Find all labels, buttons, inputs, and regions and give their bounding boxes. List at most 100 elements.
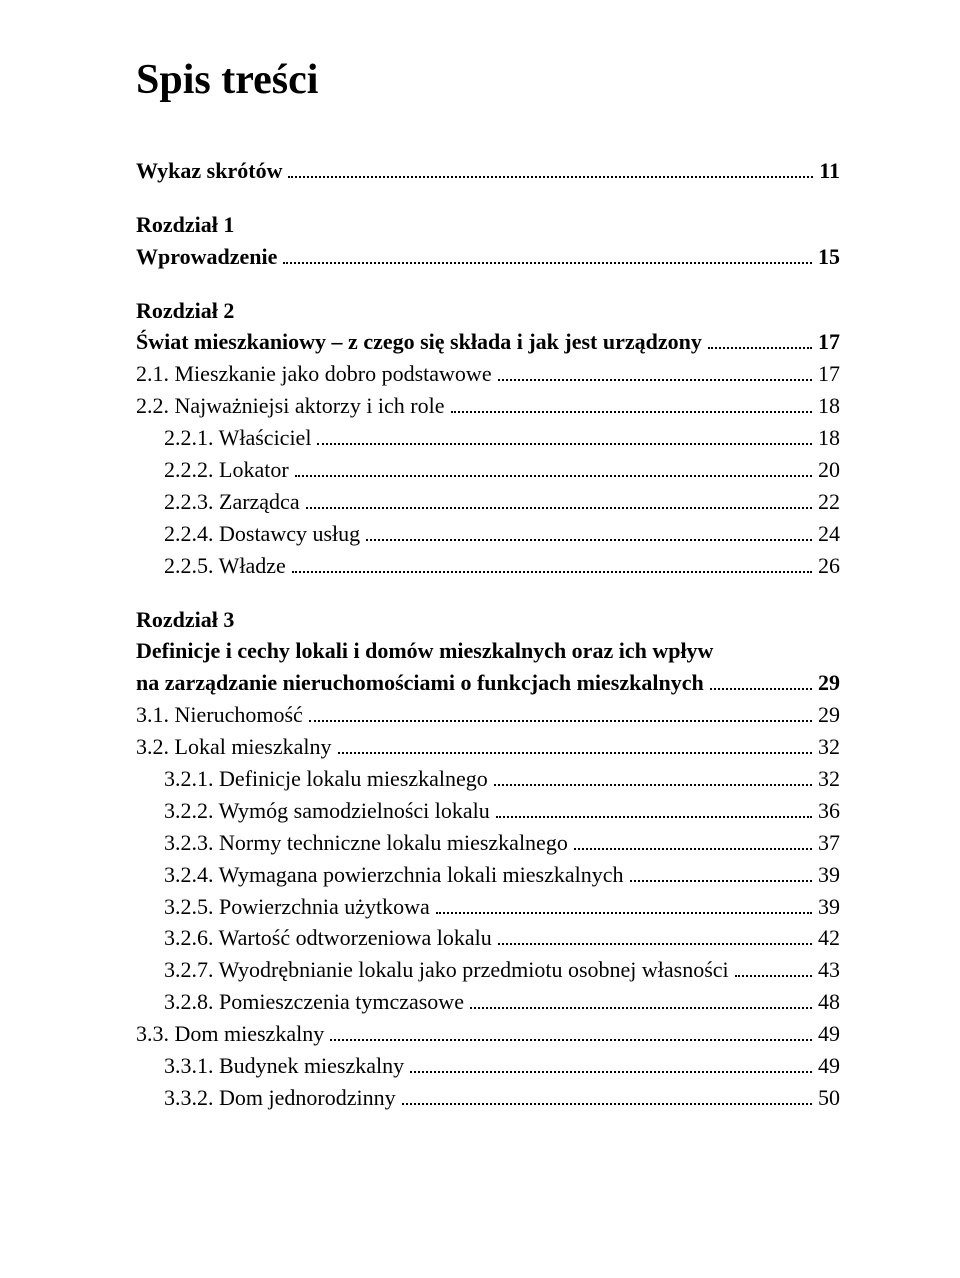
toc-entry: Wykaz skrótów 11	[136, 155, 840, 187]
toc-leader-dots	[288, 161, 813, 178]
toc-leader-dots	[295, 460, 812, 477]
toc-page-number: 17	[818, 326, 840, 358]
toc-page-number: 11	[819, 155, 840, 187]
toc-spacer	[136, 273, 840, 295]
toc-entry: 3.2.1. Definicje lokalu mieszkalnego 32	[164, 763, 840, 795]
toc-entry: Rozdział 3	[136, 604, 840, 636]
toc-entry: 2.2.1. Właściciel18	[164, 422, 840, 454]
toc-entry: 3.2.8. Pomieszczenia tymczasowe 48	[164, 986, 840, 1018]
toc-page-number: 18	[818, 390, 840, 422]
toc-leader-dots	[366, 523, 812, 540]
toc-label: 2.2.2. Lokator	[164, 454, 289, 486]
toc-label: Wykaz skrótów	[136, 155, 282, 187]
toc-page-number: 48	[818, 986, 840, 1018]
toc-leader-dots	[710, 673, 812, 690]
toc-label: Świat mieszkaniowy – z czego się składa …	[136, 326, 702, 358]
toc-page-number: 18	[818, 422, 840, 454]
toc-leader-dots	[306, 492, 812, 509]
toc-page-number: 32	[818, 731, 840, 763]
toc-page-number: 17	[818, 358, 840, 390]
document-page: Spis treści Wykaz skrótów 11 Rozdział 1Wpr…	[0, 0, 960, 1278]
toc-leader-dots	[436, 896, 812, 913]
toc-entry: Wprowadzenie 15	[136, 241, 840, 273]
toc-page-number: 20	[818, 454, 840, 486]
toc-entry: Definicje i cechy lokali i domów mieszka…	[136, 635, 840, 667]
toc-page-number: 39	[818, 891, 840, 923]
toc-label: 3.2.5. Powierzchnia użytkowa	[164, 891, 430, 923]
toc-label: na zarządzanie nieruchomościami o funkcj…	[136, 667, 704, 699]
toc-label: 3.2.1. Definicje lokalu mieszkalnego	[164, 763, 488, 795]
toc-page-number: 22	[818, 486, 840, 518]
toc-page-number: 49	[818, 1050, 840, 1082]
toc-entry: 2.2. Najważniejsi aktorzy i ich role 18	[136, 390, 840, 422]
toc-entry: 3.2. Lokal mieszkalny32	[136, 731, 840, 763]
toc-leader-dots	[498, 364, 812, 381]
toc-label: 3.3.2. Dom jednorodzinny	[164, 1082, 396, 1114]
toc-entry: 3.2.3. Normy techniczne lokalu mieszkaln…	[164, 827, 840, 859]
toc-entry: 3.2.2. Wymóg samodzielności lokalu36	[164, 795, 840, 827]
toc-leader-dots	[410, 1056, 812, 1073]
table-of-contents: Wykaz skrótów 11 Rozdział 1Wprowadzenie 15 R…	[136, 155, 840, 1114]
toc-label: 3.2.7. Wyodrębnianie lokalu jako przedmi…	[164, 954, 729, 986]
toc-label: 2.2. Najważniejsi aktorzy i ich role	[136, 390, 445, 422]
toc-leader-dots	[470, 992, 812, 1009]
toc-label: Wprowadzenie	[136, 241, 277, 273]
toc-page-number: 36	[818, 795, 840, 827]
toc-label: 3.2.8. Pomieszczenia tymczasowe	[164, 986, 464, 1018]
toc-label: 3.3. Dom mieszkalny	[136, 1018, 324, 1050]
toc-spacer	[136, 187, 840, 209]
toc-entry: 2.2.2. Lokator 20	[164, 454, 840, 486]
toc-entry: Rozdział 1	[136, 209, 840, 241]
toc-label: Definicje i cechy lokali i domów mieszka…	[136, 635, 713, 667]
toc-entry: 3.2.7. Wyodrębnianie lokalu jako przedmi…	[164, 954, 840, 986]
toc-entry: 2.2.3. Zarządca 22	[164, 486, 840, 518]
toc-page-number: 39	[818, 859, 840, 891]
toc-leader-dots	[574, 832, 812, 849]
toc-page-number: 42	[818, 922, 840, 954]
toc-leader-dots	[735, 960, 812, 977]
toc-entry: 3.3.1. Budynek mieszkalny 49	[164, 1050, 840, 1082]
toc-leader-dots	[309, 705, 812, 722]
toc-leader-dots	[330, 1024, 812, 1041]
toc-entry: 3.1. Nieruchomość29	[136, 699, 840, 731]
toc-page-number: 32	[818, 763, 840, 795]
toc-entry: Rozdział 2	[136, 295, 840, 327]
toc-label: 3.2.6. Wartość odtworzeniowa lokalu	[164, 922, 492, 954]
toc-label: 3.1. Nieruchomość	[136, 699, 303, 731]
toc-leader-dots	[494, 769, 812, 786]
toc-page-number: 26	[818, 550, 840, 582]
toc-page-number: 50	[818, 1082, 840, 1114]
toc-entry: 3.3. Dom mieszkalny49	[136, 1018, 840, 1050]
toc-entry: 3.2.4. Wymagana powierzchnia lokali mies…	[164, 859, 840, 891]
toc-label: Rozdział 3	[136, 604, 234, 636]
toc-entry: 2.2.5. Władze26	[164, 550, 840, 582]
toc-leader-dots	[338, 737, 812, 754]
toc-page-number: 15	[818, 241, 840, 273]
toc-label: 3.2.4. Wymagana powierzchnia lokali mies…	[164, 859, 624, 891]
toc-label: 2.2.4. Dostawcy usług	[164, 518, 360, 550]
toc-leader-dots	[317, 428, 812, 445]
toc-page-number: 43	[818, 954, 840, 986]
toc-label: 2.2.3. Zarządca	[164, 486, 300, 518]
toc-entry: Świat mieszkaniowy – z czego się składa …	[136, 326, 840, 358]
toc-entry: na zarządzanie nieruchomościami o funkcj…	[136, 667, 840, 699]
toc-leader-dots	[451, 396, 812, 413]
toc-page-number: 37	[818, 827, 840, 859]
toc-label: 3.3.1. Budynek mieszkalny	[164, 1050, 404, 1082]
toc-label: 3.2.3. Normy techniczne lokalu mieszkaln…	[164, 827, 568, 859]
toc-label: 2.1. Mieszkanie jako dobro podstawowe	[136, 358, 492, 390]
toc-leader-dots	[498, 928, 812, 945]
page-title: Spis treści	[136, 50, 840, 111]
toc-leader-dots	[283, 246, 812, 263]
toc-leader-dots	[496, 801, 812, 818]
toc-leader-dots	[630, 864, 812, 881]
toc-spacer	[136, 582, 840, 604]
toc-entry: 2.1. Mieszkanie jako dobro podstawowe 17	[136, 358, 840, 390]
toc-leader-dots	[292, 555, 812, 572]
toc-leader-dots	[708, 332, 812, 349]
toc-entry: 3.3.2. Dom jednorodzinny 50	[164, 1082, 840, 1114]
toc-entry: 2.2.4. Dostawcy usług24	[164, 518, 840, 550]
toc-entry: 3.2.5. Powierzchnia użytkowa 39	[164, 891, 840, 923]
toc-leader-dots	[402, 1088, 812, 1105]
toc-entry: 3.2.6. Wartość odtworzeniowa lokalu 42	[164, 922, 840, 954]
